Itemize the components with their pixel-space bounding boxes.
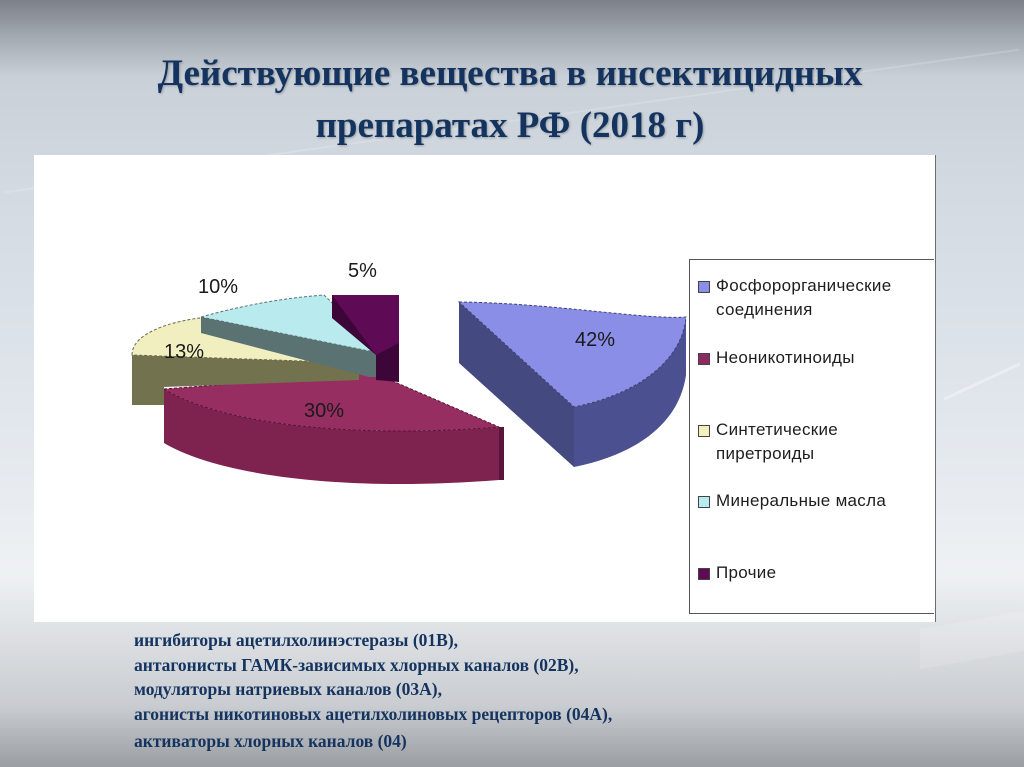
legend-swatch-icon — [698, 353, 710, 365]
legend-swatch-icon — [698, 281, 710, 293]
slide-title: Действующие вещества в инсектицидных пре… — [100, 48, 920, 152]
legend-item-organophosphates[interactable]: Фосфорорганические соединения — [698, 274, 891, 322]
legend-swatch-icon — [698, 568, 710, 580]
moa-class-list: ингибиторы ацетилхолинэстеразы (01В), ан… — [134, 628, 612, 754]
legend-label-line1: Синтетические — [716, 420, 839, 439]
legend-swatch-icon — [698, 425, 710, 437]
slide-title-line2: препаратах РФ (2018 г) — [315, 105, 705, 146]
moa-line: антагонисты ГАМК-зависимых хлорных канал… — [134, 654, 579, 675]
moa-line: активаторы хлорных каналов (04) — [134, 731, 407, 751]
legend-label-line2: соединения — [716, 300, 813, 319]
legend-label: Минеральные масла — [716, 491, 887, 510]
slice-other[interactable] — [332, 295, 399, 382]
moa-line: агонисты никотиновых ацетилхолиновых рец… — [134, 703, 613, 724]
slide-title-line1: Действующие вещества в инсектицидных — [157, 53, 863, 94]
slice-label-organophosphates: 42% — [575, 329, 616, 351]
slice-label-other: 5% — [348, 260, 377, 282]
legend-item-pyrethroids[interactable]: Синтетические пиретроиды — [698, 418, 838, 466]
pie-chart-3d — [131, 294, 687, 485]
slice-organophosphates[interactable] — [457, 301, 687, 467]
legend-label: Синтетические пиретроиды — [716, 418, 838, 466]
legend-item-mineral-oils[interactable]: Минеральные масла — [698, 489, 886, 513]
legend-label: Неоникотиноиды — [716, 348, 855, 367]
moa-line: ингибиторы ацетилхолинэстеразы (01В), — [134, 630, 459, 650]
background-shard — [943, 362, 1021, 401]
legend-swatch-icon — [698, 496, 710, 508]
legend-label-line1: Фосфорорганические — [716, 276, 892, 295]
slice-label-mineral-oils: 10% — [198, 276, 239, 298]
chart-legend: Фосфорорганические соединения Неоникотин… — [689, 259, 934, 614]
slice-label-neonicotinoids: 30% — [304, 400, 345, 422]
legend-label-line2: пиретроиды — [716, 444, 815, 463]
legend-item-neonicotinoids[interactable]: Неоникотиноиды — [698, 346, 855, 370]
slice-label-pyrethroids: 13% — [164, 341, 205, 363]
legend-item-other[interactable]: Прочие — [698, 561, 776, 585]
moa-line: модуляторы натриевых каналов (03А), — [134, 679, 442, 699]
legend-label: Фосфорорганические соединения — [716, 274, 891, 322]
slice-neonicotinoids[interactable] — [162, 372, 504, 485]
pie-chart-area: 42% 30% 13% 10% 5% Фосфорорганические со… — [34, 155, 936, 622]
legend-label: Прочие — [716, 563, 777, 582]
